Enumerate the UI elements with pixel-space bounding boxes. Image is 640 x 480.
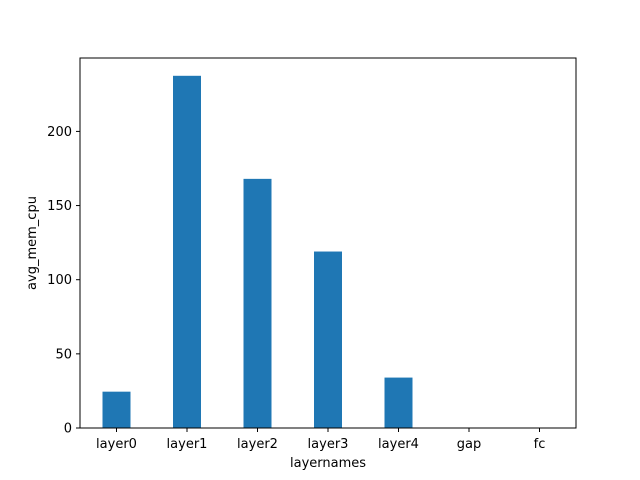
x-tick-label: fc — [534, 437, 546, 452]
y-axis-label: avg_mem_cpu — [25, 196, 40, 290]
x-tick-label: layer4 — [378, 437, 419, 452]
bar-layer2 — [243, 178, 272, 428]
bar-layer4 — [384, 377, 413, 428]
bar-layer3 — [314, 251, 342, 428]
y-tick-label: 200 — [47, 125, 72, 140]
x-tick-label: layer2 — [237, 437, 278, 452]
y-tick-label: 100 — [47, 273, 72, 288]
x-tick-label: layer1 — [167, 437, 208, 452]
ticks-group: layer0 layer1 layer2 layer3 layer4 gap fc 0 50 10… — [47, 125, 545, 452]
bars-group — [102, 75, 554, 429]
y-tick-label: 0 — [64, 422, 72, 437]
x-tick-label: layer0 — [96, 437, 137, 452]
bar-layer0 — [102, 391, 131, 428]
x-tick-label: layer3 — [308, 437, 349, 452]
x-axis-label: layernames — [290, 456, 366, 471]
y-tick-label: 50 — [55, 347, 72, 362]
bar-layer1 — [173, 75, 201, 429]
y-tick-label: 150 — [47, 199, 72, 214]
plot-area-frame — [79, 57, 577, 429]
x-tick-label: gap — [457, 437, 481, 452]
